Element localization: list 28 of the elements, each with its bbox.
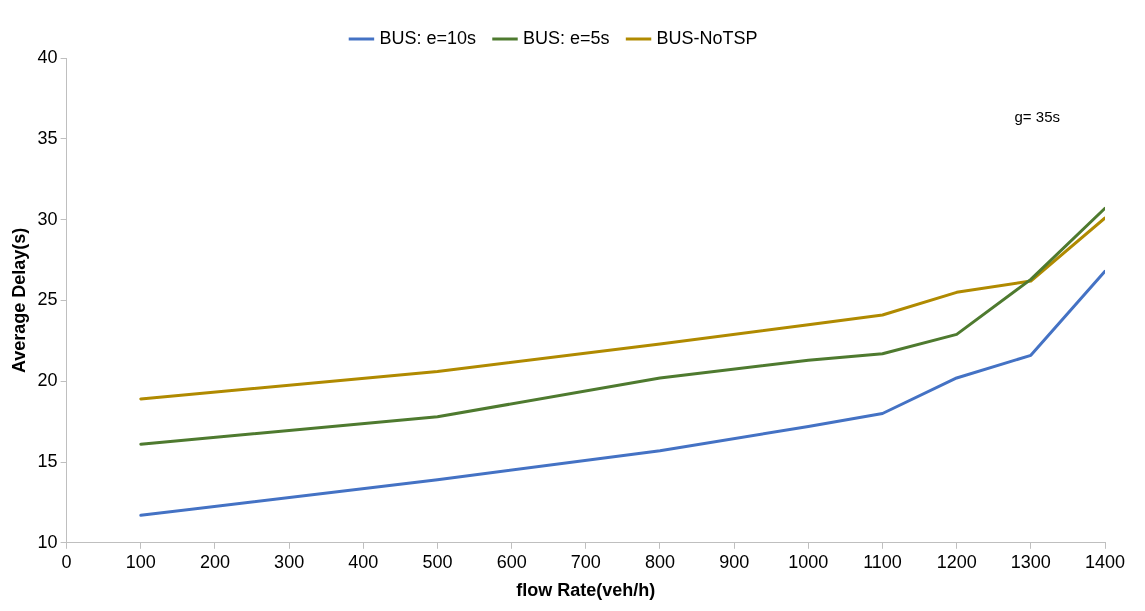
legend-label: BUS-NoTSP xyxy=(656,27,758,48)
x-tick-label: 300 xyxy=(274,551,305,572)
x-tick-label: 0 xyxy=(61,551,72,572)
legend-label: BUS: e=5s xyxy=(522,27,610,48)
x-tick-label: 800 xyxy=(644,551,675,572)
y-tick-label: 20 xyxy=(37,370,58,391)
x-tick-label: 1400 xyxy=(1084,551,1126,572)
y-tick-label: 25 xyxy=(37,289,58,310)
x-tick-label: 1000 xyxy=(788,551,829,572)
annotation: g= 35s xyxy=(1014,108,1060,126)
x-tick-label: 1200 xyxy=(936,551,977,572)
legend-label: BUS: e=10s xyxy=(379,27,476,48)
y-tick-label: 35 xyxy=(37,127,58,148)
x-tick-label: 500 xyxy=(422,551,453,572)
x-tick-label: 1300 xyxy=(1010,551,1051,572)
x-tick-label: 900 xyxy=(719,551,750,572)
x-axis-title: flow Rate(veh/h) xyxy=(516,580,656,601)
y-tick-label: 30 xyxy=(37,208,58,229)
x-tick-label: 700 xyxy=(570,551,601,572)
x-tick-label: 100 xyxy=(125,551,156,572)
y-tick-label: 10 xyxy=(37,531,58,552)
y-tick-label: 15 xyxy=(37,450,58,471)
y-tick-label: 40 xyxy=(37,46,58,67)
x-tick-label: 400 xyxy=(348,551,379,572)
x-tick-label: 1100 xyxy=(863,551,902,572)
x-tick-label: 200 xyxy=(199,551,230,572)
y-axis-title: Average Delay(s) xyxy=(8,227,29,374)
x-tick-label: 600 xyxy=(496,551,527,572)
